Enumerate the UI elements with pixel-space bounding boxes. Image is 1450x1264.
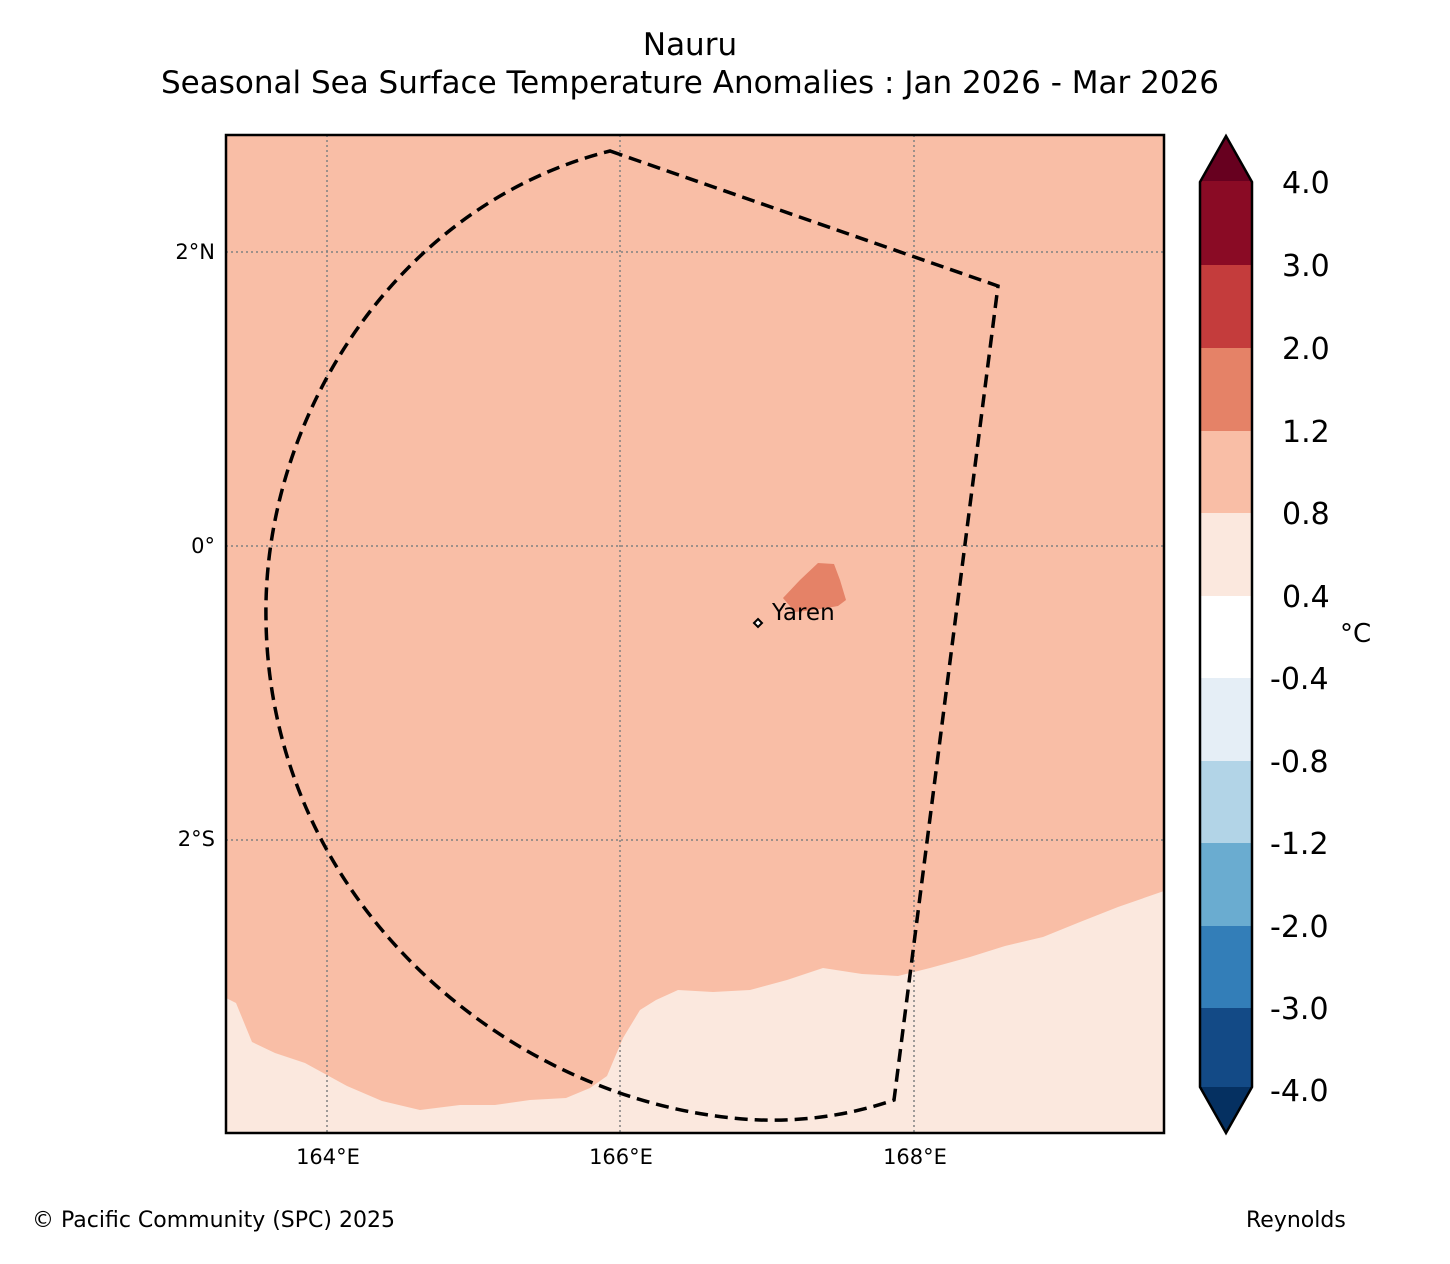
map-frame — [224, 133, 1166, 1135]
colorbar-tick-neg0-8: -0.8 — [1270, 745, 1329, 780]
colorbar-band-neg0-4-0-4 — [1200, 596, 1252, 679]
colorbar-tick-4-0: 4.0 — [1282, 166, 1330, 201]
x-tick-166e: 166°E — [589, 1145, 653, 1169]
colorbar-band-1-2-2 — [1200, 348, 1252, 432]
colorbar-tick-2-0: 2.0 — [1282, 332, 1330, 367]
colorbar-band-0-8-1-2 — [1200, 431, 1252, 514]
colorbar-tick-neg2-0: -2.0 — [1270, 910, 1329, 945]
map-area: Yaren — [226, 135, 1164, 1133]
colorbar-tick-neg0-4: -0.4 — [1270, 662, 1329, 697]
y-tick-2s: 2°S — [178, 827, 215, 851]
graticule — [226, 135, 1164, 1133]
colorbar-outline — [1198, 133, 1254, 1136]
colorbar-band-neg0-8-neg0-4 — [1200, 678, 1252, 762]
colorbar-band-neg3-neg2 — [1200, 926, 1252, 1009]
nauru-island-marker — [752, 617, 764, 629]
colorbar-tick-3-0: 3.0 — [1282, 249, 1330, 284]
colorbar-tick-neg4-0: -4.0 — [1270, 1074, 1329, 1109]
y-tick-0: 0° — [191, 534, 215, 558]
colorbar-tick-neg3-0: -3.0 — [1270, 992, 1329, 1027]
colorbar-band-neg4-neg3 — [1200, 1008, 1252, 1088]
colorbar-tick-0-8: 0.8 — [1282, 497, 1330, 532]
y-tick-2n: 2°N — [175, 240, 215, 264]
place-label-yaren: Yaren — [771, 600, 835, 626]
colorbar-over-triangle — [1200, 136, 1252, 182]
map-subtitle: Seasonal Sea Surface Temperature Anomali… — [160, 65, 1220, 101]
data-source: Reynolds — [1246, 1208, 1346, 1233]
colorbar-under-triangle — [1200, 1087, 1252, 1133]
eez-boundary — [264, 149, 1000, 1122]
colorbar-band-2-3 — [1200, 265, 1252, 349]
x-tick-164e: 164°E — [296, 1145, 360, 1169]
anomaly-field-0-4-0-8 — [226, 891, 1164, 1133]
colorbar-tick-neg1-2: -1.2 — [1270, 827, 1329, 862]
colorbar-band-0-4-0-8 — [1200, 513, 1252, 597]
x-tick-168e: 168°E — [883, 1145, 947, 1169]
colorbar-unit: °C — [1340, 619, 1371, 649]
colorbar: 4.0 3.0 2.0 1.2 0.8 0.4 -0.4 -0.8 -1.2 -… — [1198, 133, 1371, 1136]
colorbar-tick-1-2: 1.2 — [1282, 415, 1330, 450]
anomaly-field-1-2-2 — [783, 563, 846, 612]
colorbar-band-neg2-neg1-2 — [1200, 843, 1252, 927]
colorbar-band-neg1-2-neg0-8 — [1200, 761, 1252, 844]
colorbar-tick-0-4: 0.4 — [1282, 580, 1330, 615]
map-title: Nauru — [642, 27, 738, 63]
colorbar-band-3-4 — [1200, 181, 1252, 266]
copyright-notice: © Pacific Community (SPC) 2025 — [32, 1208, 395, 1233]
